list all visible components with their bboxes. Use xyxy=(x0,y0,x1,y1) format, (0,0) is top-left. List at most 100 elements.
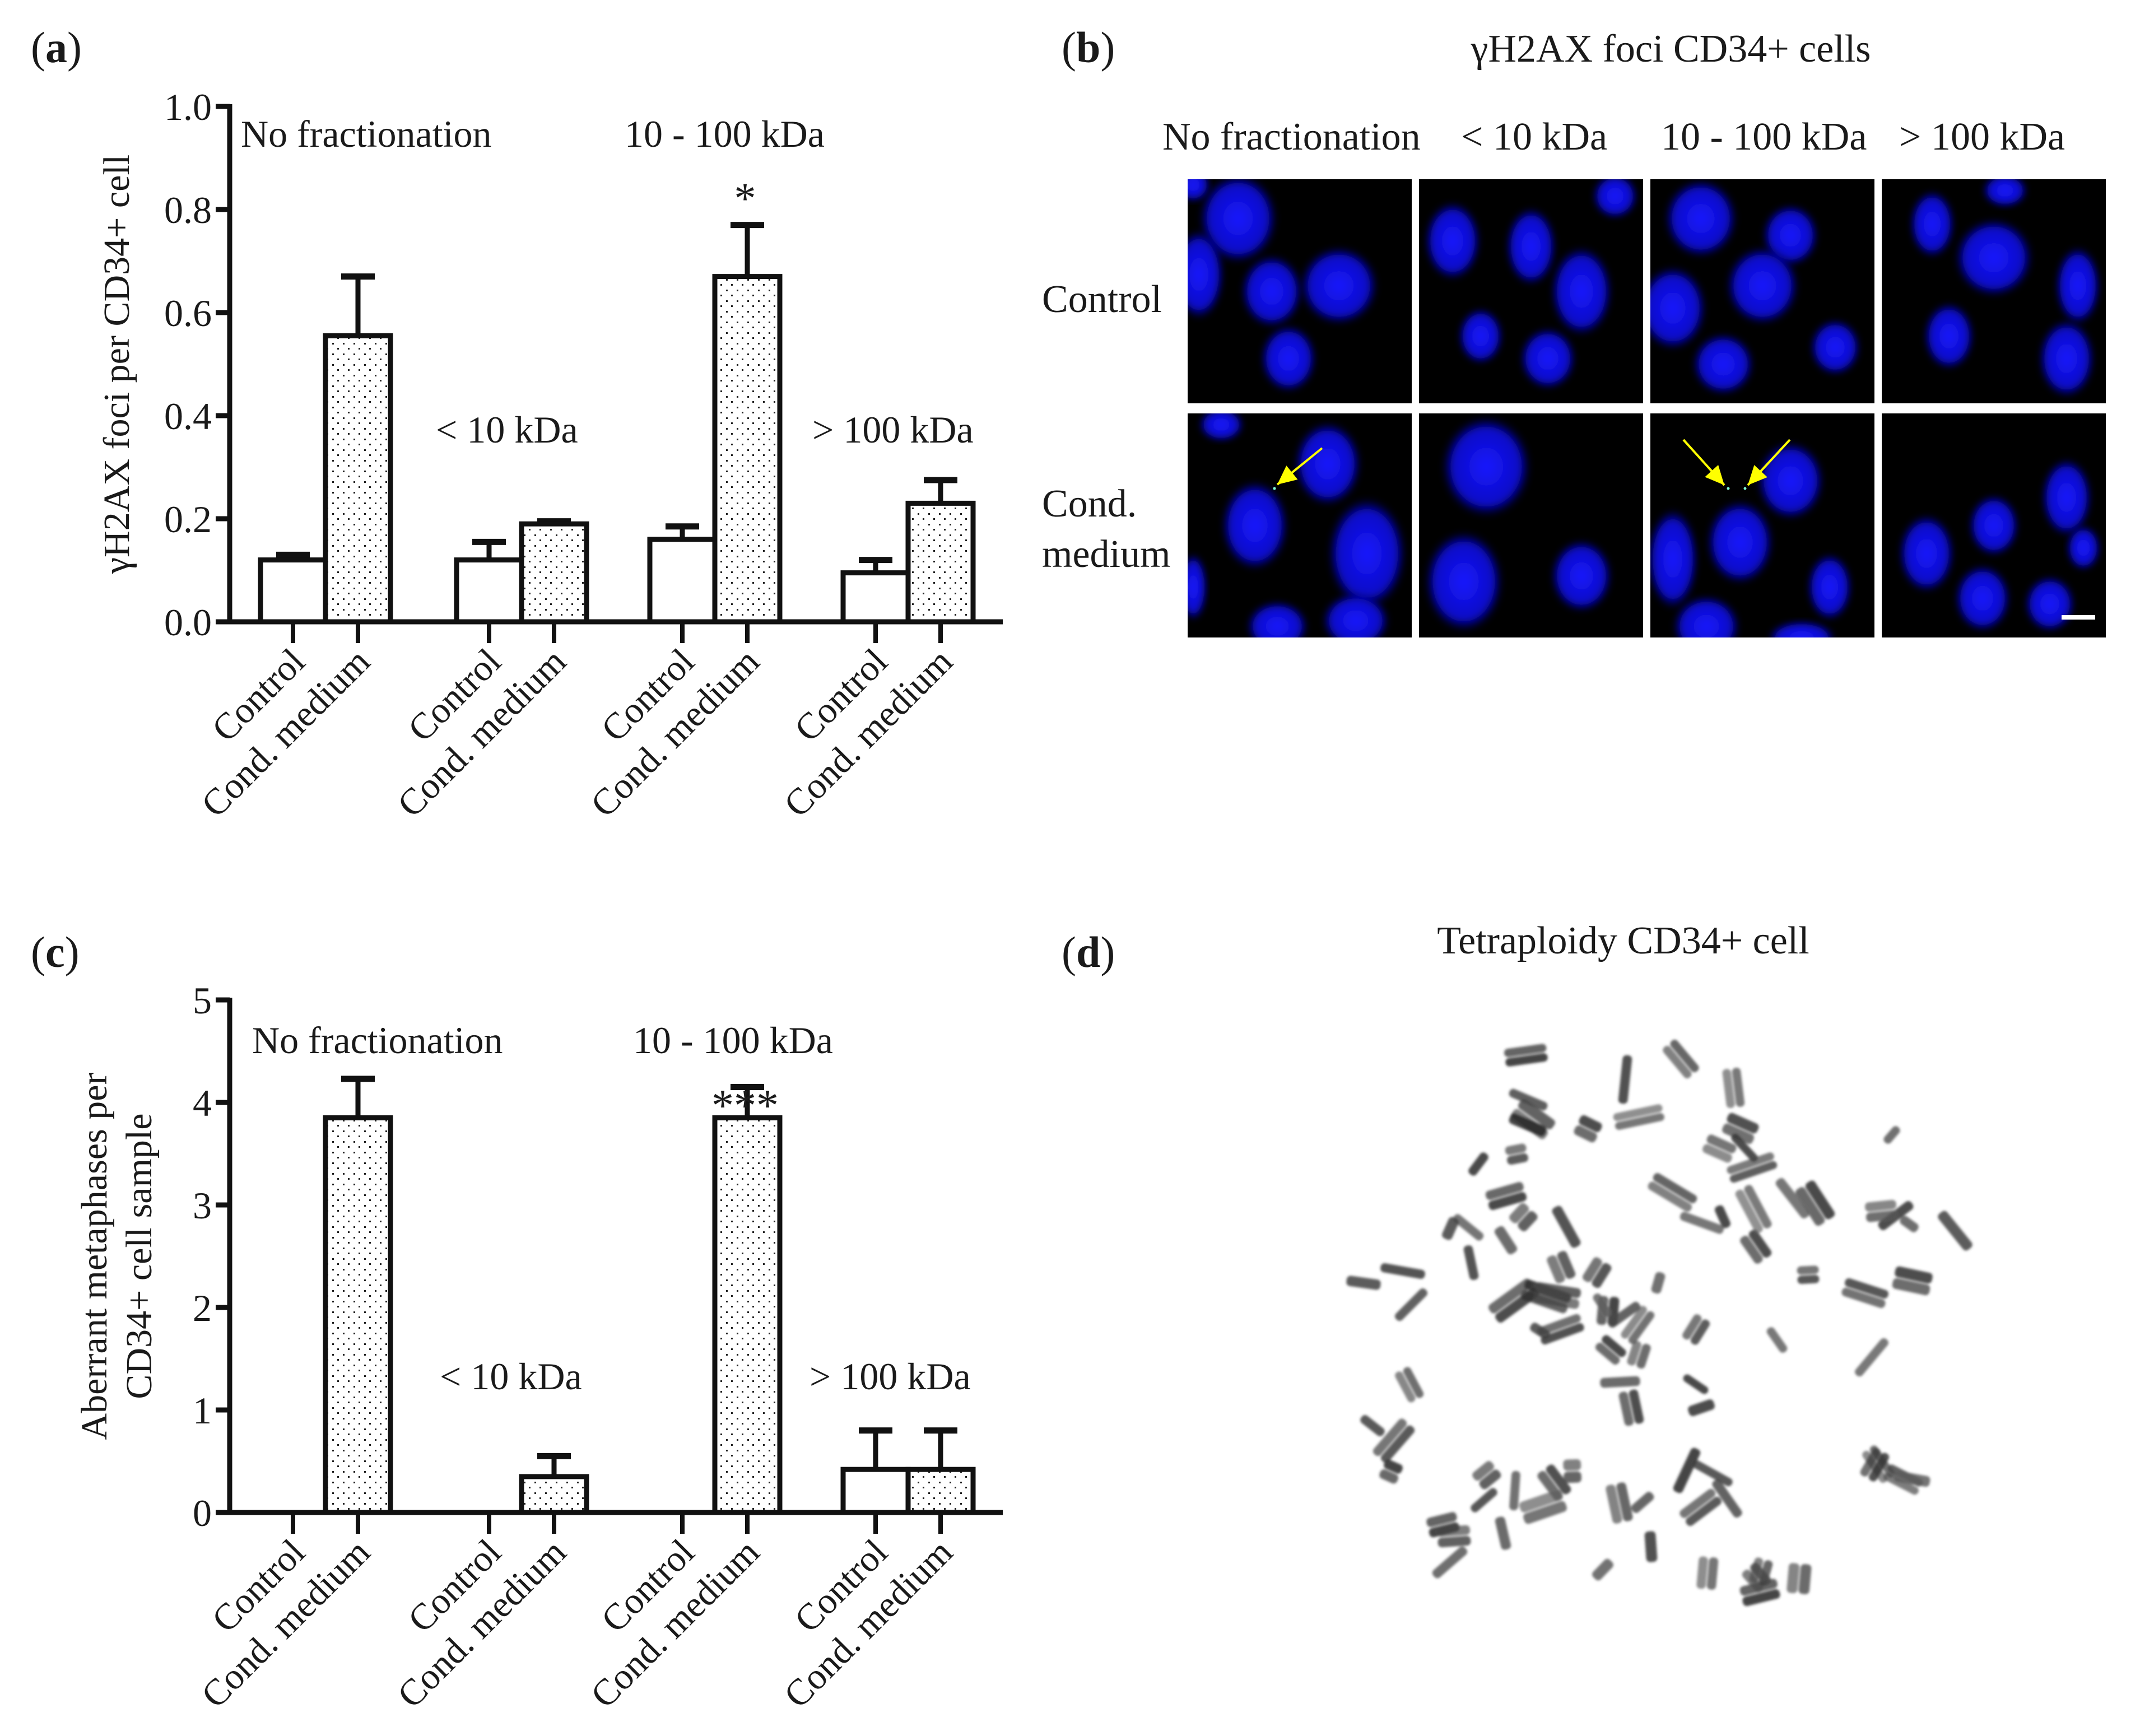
chromosome xyxy=(1688,1399,1715,1416)
panel-d-title: Tetraploidy CD34+ cell xyxy=(1437,919,1809,962)
nucleus xyxy=(1199,413,1244,441)
group-annotation: > 100 kDa xyxy=(812,408,974,451)
chromosome xyxy=(1855,1338,1888,1377)
chromosome xyxy=(1346,1276,1381,1290)
chromosome xyxy=(1714,1205,1731,1228)
micrograph-tile xyxy=(1419,179,1643,403)
col-header-3: > 100 kDa xyxy=(1899,115,2065,159)
y-tick-label: 0.6 xyxy=(164,292,212,334)
chromosome xyxy=(1437,1525,1471,1548)
nucleus xyxy=(1188,230,1224,319)
nucleus xyxy=(1441,416,1531,517)
bar-control xyxy=(258,557,328,625)
chromosome xyxy=(1360,1415,1385,1436)
chromosome xyxy=(1394,1288,1428,1321)
panel-b-title: γH2AX foci CD34+ cells xyxy=(1471,27,1871,71)
chromosome xyxy=(1471,1488,1497,1512)
chromosome xyxy=(1468,1152,1488,1176)
bar-cond-medium xyxy=(519,521,589,625)
chromosome xyxy=(1509,1088,1548,1111)
chromosome xyxy=(1607,1301,1641,1328)
chromosome xyxy=(1722,1113,1759,1144)
nucleus xyxy=(1673,595,1740,637)
chromosome xyxy=(1644,1531,1658,1562)
chromosome xyxy=(1379,1459,1403,1484)
nucleus xyxy=(1188,179,1210,202)
chromosome xyxy=(1530,1323,1550,1339)
chromosome xyxy=(1595,1335,1626,1365)
bar-control xyxy=(647,537,718,625)
chromosome xyxy=(1731,1134,1758,1162)
group-annotation: < 10 kDa xyxy=(440,1355,582,1398)
metaphase-panel-d: Tetraploidy CD34+ cell xyxy=(1042,896,2154,1736)
nucleus xyxy=(1899,514,1955,593)
nucleus xyxy=(2039,319,2095,398)
nucleus xyxy=(1425,202,1481,280)
significance-marker: * xyxy=(734,174,756,222)
y-tick-label: 0.2 xyxy=(164,498,212,541)
micrograph-tile xyxy=(1882,413,2106,637)
nucleus xyxy=(1241,255,1302,328)
nucleus xyxy=(1551,539,1612,612)
panel-label-d: (d) xyxy=(1062,928,1115,976)
group-annotation: 10 - 100 kDa xyxy=(625,113,825,155)
nucleus xyxy=(1520,328,1576,389)
chromosome xyxy=(1627,1341,1651,1369)
chromosome xyxy=(1509,1203,1538,1231)
chromosome xyxy=(1683,1374,1709,1394)
y-axis-label: Aberrant metaphases per xyxy=(74,1072,115,1440)
col-header-1: < 10 kDa xyxy=(1461,115,1608,159)
bar-cond-medium xyxy=(323,1115,393,1515)
nucleus xyxy=(1726,246,1799,325)
chromosome xyxy=(1938,1211,1972,1251)
chromosome xyxy=(1600,1376,1640,1388)
bar-cond-medium xyxy=(519,1474,589,1515)
nucleus xyxy=(1199,179,1277,263)
nucleus xyxy=(1458,308,1503,364)
chromosome xyxy=(1740,1230,1772,1264)
chromosome xyxy=(1463,1245,1479,1281)
chromosome xyxy=(1453,1214,1484,1241)
nucleus xyxy=(2041,458,2092,537)
chromosome xyxy=(1618,1389,1644,1426)
chromosome xyxy=(1504,1044,1548,1067)
nucleus xyxy=(1221,481,1288,570)
chromosome xyxy=(1563,1459,1581,1483)
chromosome xyxy=(1648,1173,1697,1212)
y-axis-label: CD34+ cell sample xyxy=(119,1113,160,1399)
chromosome xyxy=(1864,1199,1898,1222)
y-tick-label: 1.0 xyxy=(164,86,212,128)
bar-cond-medium xyxy=(712,274,783,625)
chromosome xyxy=(1742,1562,1771,1593)
chromosome xyxy=(1495,1516,1511,1550)
nucleus xyxy=(1910,190,1955,258)
micrograph-tile xyxy=(1650,413,1874,637)
group-annotation: 10 - 100 kDa xyxy=(633,1019,833,1062)
chromosome xyxy=(1472,1461,1501,1490)
micrograph-tile xyxy=(1419,413,1643,637)
chromosome xyxy=(1582,1257,1612,1288)
chromosome xyxy=(1488,1278,1539,1323)
chromosome xyxy=(1775,1177,1810,1219)
chromosome xyxy=(1680,1488,1722,1526)
nucleus xyxy=(1757,441,1824,520)
panel-label-c: (c) xyxy=(31,928,80,976)
significance-marker: *** xyxy=(711,1081,779,1130)
chromosome xyxy=(1673,1448,1701,1493)
chromosome xyxy=(1380,1263,1425,1279)
group-annotation: No fractionation xyxy=(241,113,492,155)
chromosome xyxy=(1692,1460,1733,1487)
y-tick-label: 2 xyxy=(193,1287,212,1329)
y-tick-label: 0.8 xyxy=(164,189,212,231)
chromosomes xyxy=(1346,1040,1972,1607)
microscopy-grid xyxy=(1188,179,2106,637)
nucleus xyxy=(1506,207,1556,286)
panel-label-b: (b) xyxy=(1062,23,1115,72)
chromosome xyxy=(1722,1067,1745,1109)
y-tick-label: 5 xyxy=(193,979,212,1022)
y-tick-label: 0.4 xyxy=(164,395,212,438)
chromosome xyxy=(1509,1113,1547,1137)
bar-cond-medium xyxy=(905,500,976,625)
chromosome xyxy=(1593,1293,1612,1318)
chromosome xyxy=(1894,1470,1930,1487)
